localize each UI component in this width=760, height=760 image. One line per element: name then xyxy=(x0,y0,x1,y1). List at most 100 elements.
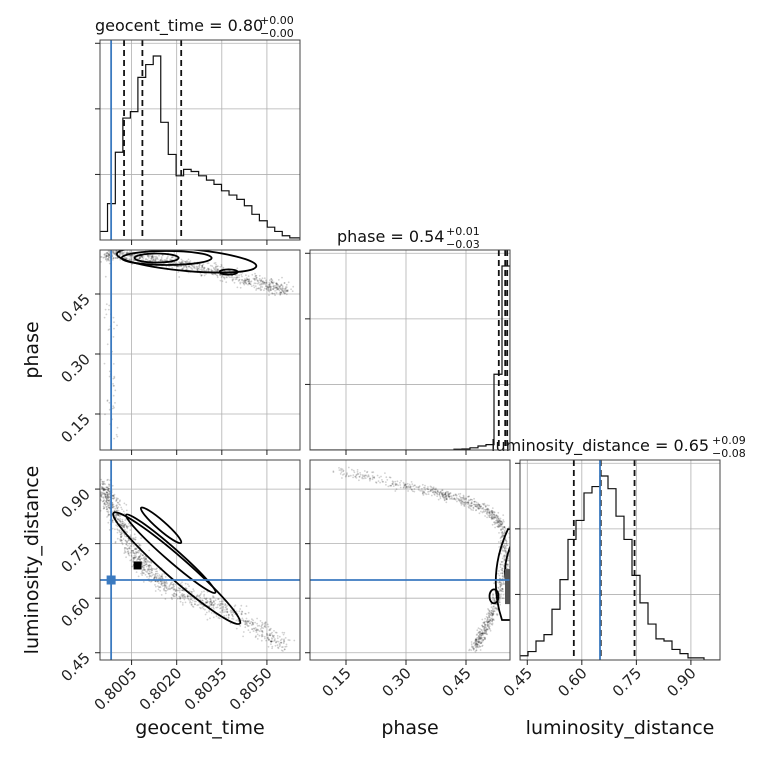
sample-point xyxy=(148,564,150,567)
sample-point xyxy=(254,636,257,639)
sample-point xyxy=(220,600,223,603)
sample-point xyxy=(138,543,141,545)
sample-point xyxy=(216,270,219,272)
sample-point xyxy=(144,558,146,561)
sample-point xyxy=(244,279,247,282)
sample-point xyxy=(211,602,214,604)
sample-point xyxy=(486,504,489,507)
sample-point xyxy=(130,555,133,558)
sample-point xyxy=(486,621,489,624)
sample-point xyxy=(112,385,115,387)
sample-point xyxy=(441,492,444,495)
sample-point xyxy=(477,502,480,505)
sample-point xyxy=(133,556,136,559)
sample-point xyxy=(116,518,119,520)
sample-point xyxy=(226,608,228,611)
sample-point xyxy=(215,265,217,268)
sample-point xyxy=(205,270,207,272)
sample-point xyxy=(252,623,255,626)
sample-point xyxy=(231,279,234,282)
sample-point xyxy=(486,513,489,515)
sample-point xyxy=(107,253,110,256)
sample-point xyxy=(485,629,488,632)
sample-point xyxy=(137,558,140,561)
sample-point xyxy=(491,515,494,517)
sample-point xyxy=(463,501,465,504)
sample-point xyxy=(475,643,478,646)
sample-point xyxy=(421,483,424,486)
sample-point xyxy=(253,282,256,285)
sample-point xyxy=(477,503,480,506)
sample-point xyxy=(101,500,104,503)
sample-point xyxy=(283,631,286,634)
sample-point xyxy=(492,610,494,613)
sample-point xyxy=(120,252,122,254)
sample-point xyxy=(356,472,359,475)
sample-point xyxy=(115,524,118,526)
sample-point xyxy=(128,547,131,550)
sample-point xyxy=(117,514,119,517)
sample-point xyxy=(436,490,439,493)
sample-point xyxy=(501,567,503,570)
sample-point xyxy=(130,559,133,561)
sample-point xyxy=(245,622,248,625)
sample-point xyxy=(471,499,474,501)
sample-point xyxy=(502,597,504,600)
sample-point xyxy=(500,523,503,526)
sample-point xyxy=(484,638,486,641)
sample-point xyxy=(478,508,480,510)
sample-point xyxy=(121,520,124,523)
sample-point xyxy=(441,494,443,496)
sample-point xyxy=(130,254,132,257)
sample-point xyxy=(260,626,263,629)
sample-point xyxy=(481,631,484,633)
sample-point xyxy=(287,289,289,292)
sample-point xyxy=(404,484,406,487)
sample-point xyxy=(114,541,117,544)
sample-point xyxy=(106,488,108,491)
sample-point xyxy=(232,612,235,614)
sample-point xyxy=(166,582,168,585)
sample-point xyxy=(256,638,259,640)
y-tick-label: 0.30 xyxy=(57,350,93,386)
sample-point xyxy=(500,520,503,523)
sample-point xyxy=(102,507,105,510)
sample-point xyxy=(179,261,181,264)
sample-point xyxy=(263,281,265,284)
sample-point xyxy=(476,643,479,646)
sample-point xyxy=(493,511,496,514)
sample-point xyxy=(433,493,436,495)
sample-point xyxy=(103,487,105,490)
sample-point xyxy=(135,548,137,550)
sample-point xyxy=(484,617,486,620)
sample-point xyxy=(280,649,283,652)
histogram-phase xyxy=(310,265,510,450)
sample-point xyxy=(260,625,263,628)
histogram-luminosity_distance xyxy=(520,475,720,660)
sample-point xyxy=(132,557,134,559)
sample-point xyxy=(111,521,114,524)
sample-point xyxy=(120,524,123,527)
sample-point xyxy=(493,517,495,520)
sample-point xyxy=(153,568,156,571)
sample-point xyxy=(486,624,489,627)
sample-point xyxy=(124,257,126,260)
sample-point xyxy=(269,288,272,290)
sample-point xyxy=(177,271,180,273)
sample-point xyxy=(169,583,172,585)
sample-point xyxy=(180,589,183,592)
sample-point xyxy=(198,264,201,267)
sample-point xyxy=(241,275,243,278)
sample-point xyxy=(501,569,504,571)
sample-point xyxy=(486,633,489,636)
sample-point xyxy=(218,617,221,620)
sample-point xyxy=(155,568,158,571)
sample-point xyxy=(203,595,205,597)
sample-point xyxy=(112,495,114,497)
sample-point xyxy=(245,282,248,285)
sample-point xyxy=(211,269,214,272)
sample-point xyxy=(487,510,489,512)
sample-point xyxy=(491,512,494,514)
sample-point xyxy=(373,476,375,479)
sample-point xyxy=(365,474,368,477)
